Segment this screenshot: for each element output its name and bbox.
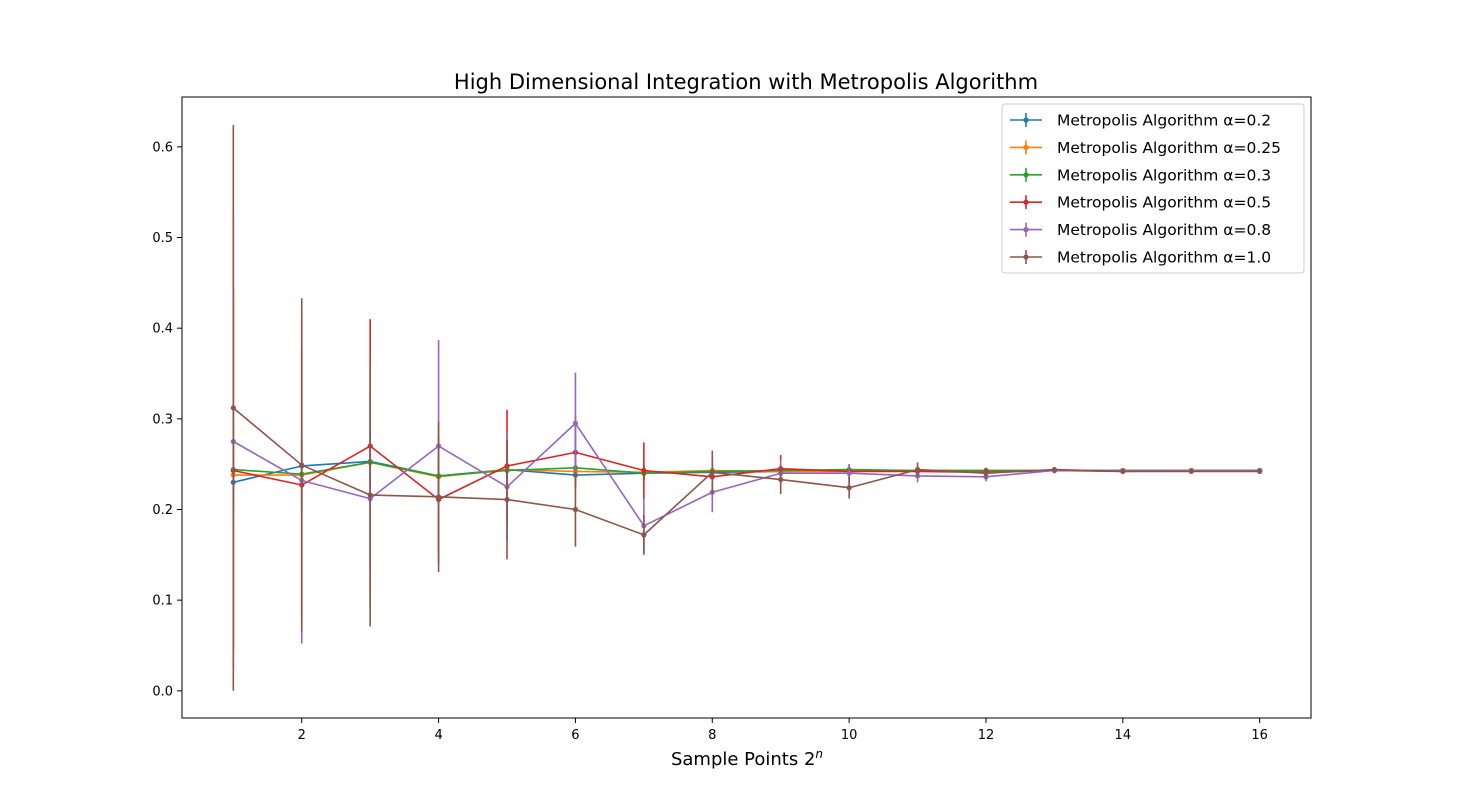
plot-frame (181, 96, 1312, 719)
data-point (435, 494, 442, 500)
x-tick-label: 16 (1251, 728, 1268, 743)
legend: Metropolis Algorithm α=0.2 Metropolis Alg… (1001, 103, 1305, 274)
legend-swatch-marker (1023, 144, 1029, 150)
data-point (1120, 468, 1126, 475)
legend-item: Metropolis Algorithm α=0.2 (1010, 112, 1271, 130)
series-5 (230, 214, 1263, 669)
data-point (1257, 468, 1263, 475)
x-tick-label: 4 (434, 728, 442, 743)
legend-box (1001, 103, 1305, 274)
x-tick-label: 14 (1115, 728, 1132, 743)
series-6 (230, 125, 1263, 691)
data-point (709, 469, 715, 475)
data-point (1188, 468, 1194, 475)
legend-item: Metropolis Algorithm α=0.5 (1010, 194, 1271, 212)
data-point (299, 462, 305, 468)
y-tick-label: 0.4 (152, 322, 173, 337)
legend-label: Metropolis Algorithm α=1.0 (1057, 249, 1271, 267)
data-point (572, 506, 579, 513)
series-2 (230, 438, 1263, 512)
y-tick-label: 0.3 (152, 412, 173, 427)
data-point (1051, 467, 1058, 473)
axes: 2 4 6 8 10 12 14 16 0.0 0.1 0.2 0.3 0.4 0.5 0.6 (152, 140, 1268, 743)
x-tick-label: 10 (841, 728, 858, 743)
x-tick-label: 2 (298, 728, 306, 743)
x-tick-label: 8 (708, 728, 716, 743)
y-tick-label: 0.1 (152, 594, 173, 609)
legend-swatch-marker (1023, 199, 1029, 205)
legend-label: Metropolis Algorithm α=0.2 (1057, 112, 1271, 130)
series-1 (230, 438, 1263, 510)
data-point (846, 485, 852, 491)
data-point (230, 405, 236, 411)
legend-item: Metropolis Algorithm α=0.8 (1010, 221, 1271, 239)
data-point (367, 492, 373, 498)
data-point (572, 420, 579, 426)
y-tick-label: 0.6 (152, 140, 173, 155)
y-tick-label: 0.2 (152, 503, 173, 518)
legend-item: Metropolis Algorithm α=0.25 (1010, 139, 1281, 157)
data-point (641, 532, 647, 538)
legend-label: Metropolis Algorithm α=0.5 (1057, 194, 1271, 212)
series-3 (230, 424, 1263, 515)
legend-swatch-marker (1023, 172, 1029, 178)
legend-item: Metropolis Algorithm α=1.0 (1010, 249, 1271, 267)
data-point (504, 496, 510, 503)
series-line (233, 445, 1260, 501)
legend-label: Metropolis Algorithm α=0.3 (1057, 166, 1271, 184)
series-line (232, 407, 1260, 536)
data-point (778, 476, 784, 483)
plot-area (230, 125, 1263, 691)
y-tick-label: 0.0 (152, 684, 173, 699)
data-point (983, 470, 989, 476)
x-tick-label: 12 (978, 728, 995, 743)
legend-item: Metropolis Algorithm α=0.3 (1010, 166, 1271, 184)
y-tick-label: 0.5 (152, 231, 173, 246)
x-axis-title: Sample Points 2n (671, 747, 823, 770)
legend-swatch-marker (1023, 254, 1029, 260)
series-line (232, 422, 1260, 527)
legend-swatch-marker (1023, 227, 1029, 233)
x-tick-label: 6 (571, 728, 579, 743)
legend-label: Metropolis Algorithm α=0.8 (1057, 221, 1271, 239)
data-point (914, 467, 921, 473)
data-point (846, 470, 852, 476)
legend-label: Metropolis Algorithm α=0.25 (1057, 139, 1281, 157)
data-point (641, 467, 647, 474)
chart-title: High Dimensional Integration with Metrop… (454, 70, 1038, 94)
legend-swatch-marker (1023, 117, 1029, 123)
